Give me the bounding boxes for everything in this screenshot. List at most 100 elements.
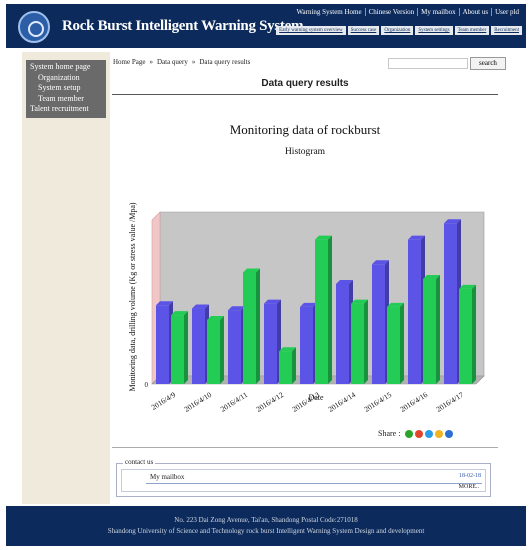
sidebar-item-organization[interactable]: Organization [38,72,80,82]
logo-icon[interactable] [18,11,50,43]
bar-stress [228,310,241,384]
bar-top [264,299,281,304]
bar-side [364,299,368,384]
bar-top [408,235,425,240]
x-tick-label: 2016/4/14 [326,390,357,414]
bar-stress [300,306,313,384]
bar-stress [408,239,421,384]
top-link-chinese-version[interactable]: Chinese Version [364,8,418,16]
bar-drilling [207,320,220,384]
sub-link-organization[interactable]: Organization [381,26,414,35]
contact-box: contact us My mailbox 18-02-18 MORE.. [116,458,491,497]
breadcrumb-current: Data query results [199,58,251,66]
more-link[interactable]: MORE.. [458,484,479,490]
top-links: Warning System Home Chinese Version My m… [293,8,522,16]
mailbox-date: 18-02-18 [459,473,481,479]
bar-side [220,316,224,384]
share-icon[interactable] [445,429,454,438]
y-axis-label: Monitoring data, drilling volume (Kg or … [128,202,137,391]
bar-top [156,301,173,306]
weibo-icon[interactable] [415,429,424,438]
search-input[interactable] [388,58,468,69]
top-link-home[interactable]: Warning System Home [296,8,362,16]
top-link-mailbox[interactable]: My mailbox [417,8,458,16]
bar-side [292,347,296,384]
y-tick-label: 0 [145,381,149,389]
bar-stress [444,223,457,384]
site-footer: No. 223 Dai Zong Avenue, Tai'an, Shandon… [6,506,526,546]
bar-drilling [351,303,364,384]
bar-top [387,302,404,307]
sidebar-item-recruitment[interactable]: Talent recruitment [30,104,89,113]
page-title: Data query results [261,78,349,89]
bar-top [459,284,476,289]
search-button[interactable]: search [470,57,506,70]
bar-stress [264,303,277,384]
bar-top [336,279,353,284]
sub-link-overview[interactable]: Early warning system overview [276,26,346,35]
sidebar-item-system-setup[interactable]: System setup [38,83,81,92]
bar-drilling [315,239,328,384]
bar-top [207,316,224,321]
breadcrumb: Home Page» Data query» Data query results [113,58,251,66]
x-tick-label: 2016/4/15 [362,390,393,414]
sidebar-item-home[interactable]: System home page [30,62,91,71]
bar-stress [156,305,169,384]
share-label: Share : [378,429,401,438]
bar-top [351,299,368,304]
sub-link-system-settings[interactable]: System settings [415,26,453,35]
x-tick-label: 2016/4/12 [254,390,285,414]
footer-address: No. 223 Dai Zong Avenue, Tai'an, Shandon… [174,516,358,524]
contact-legend: contact us [123,458,156,466]
bar-side [184,311,188,384]
contact-inner: My mailbox 18-02-18 MORE.. [121,469,486,492]
bar-stress [192,308,205,384]
bar-drilling [171,315,184,384]
bar-top [372,260,389,265]
bar-top [423,275,440,280]
site-title: Rock Burst Intelligent Warning System [62,18,304,34]
site-header: Rock Burst Intelligent Warning System Wa… [6,4,526,48]
bar-side [328,235,332,384]
sub-link-recruitment[interactable]: Recruitment [491,26,522,35]
sidebar-item-team-member[interactable]: Team member [38,93,84,103]
bar-top [279,347,296,352]
footer-credit: Shandong University of Science and Techn… [107,527,425,535]
sub-link-team-member[interactable]: Team member [454,26,490,35]
qzone-icon[interactable] [425,429,434,438]
breadcrumb-home[interactable]: Home Page [113,58,146,66]
top-link-about[interactable]: About us [458,8,491,16]
x-tick-label: 2016/4/9 [150,390,178,412]
bar-drilling [387,306,400,384]
sidebar: System home page Organization System set… [22,52,110,504]
chart: Monitoring data of rockburst Histogram M… [128,122,485,414]
x-axis-label: Date [308,393,324,402]
sidebar-menu: System home page Organization System set… [26,60,106,118]
bar-stress [372,264,385,384]
bar-top [300,302,317,307]
title-divider [112,94,498,95]
star-icon[interactable] [435,429,444,438]
main-content: Home Page» Data query» Data query results … [112,52,516,504]
top-link-user[interactable]: User pld [491,8,522,16]
bar-top [444,219,461,224]
bar-top [228,306,245,311]
mailbox-divider [146,483,482,484]
chart-title: Monitoring data of rockburst [230,122,381,137]
bar-side [400,302,404,384]
bar-top [315,235,332,240]
bar-top [192,304,209,309]
x-tick-label: 2016/4/11 [219,390,250,414]
share-bar: Share : [378,429,455,438]
bar-side [436,275,440,384]
breadcrumb-data-query[interactable]: Data query [156,58,188,66]
wechat-icon[interactable] [405,429,414,438]
bar-top [243,268,260,273]
bar-drilling [279,351,292,384]
bar-drilling [423,279,436,384]
mailbox-link[interactable]: My mailbox [150,473,185,481]
sub-link-success-case[interactable]: Success case [347,26,380,35]
chart-subtitle: Histogram [285,147,326,157]
bar-top [171,311,188,316]
